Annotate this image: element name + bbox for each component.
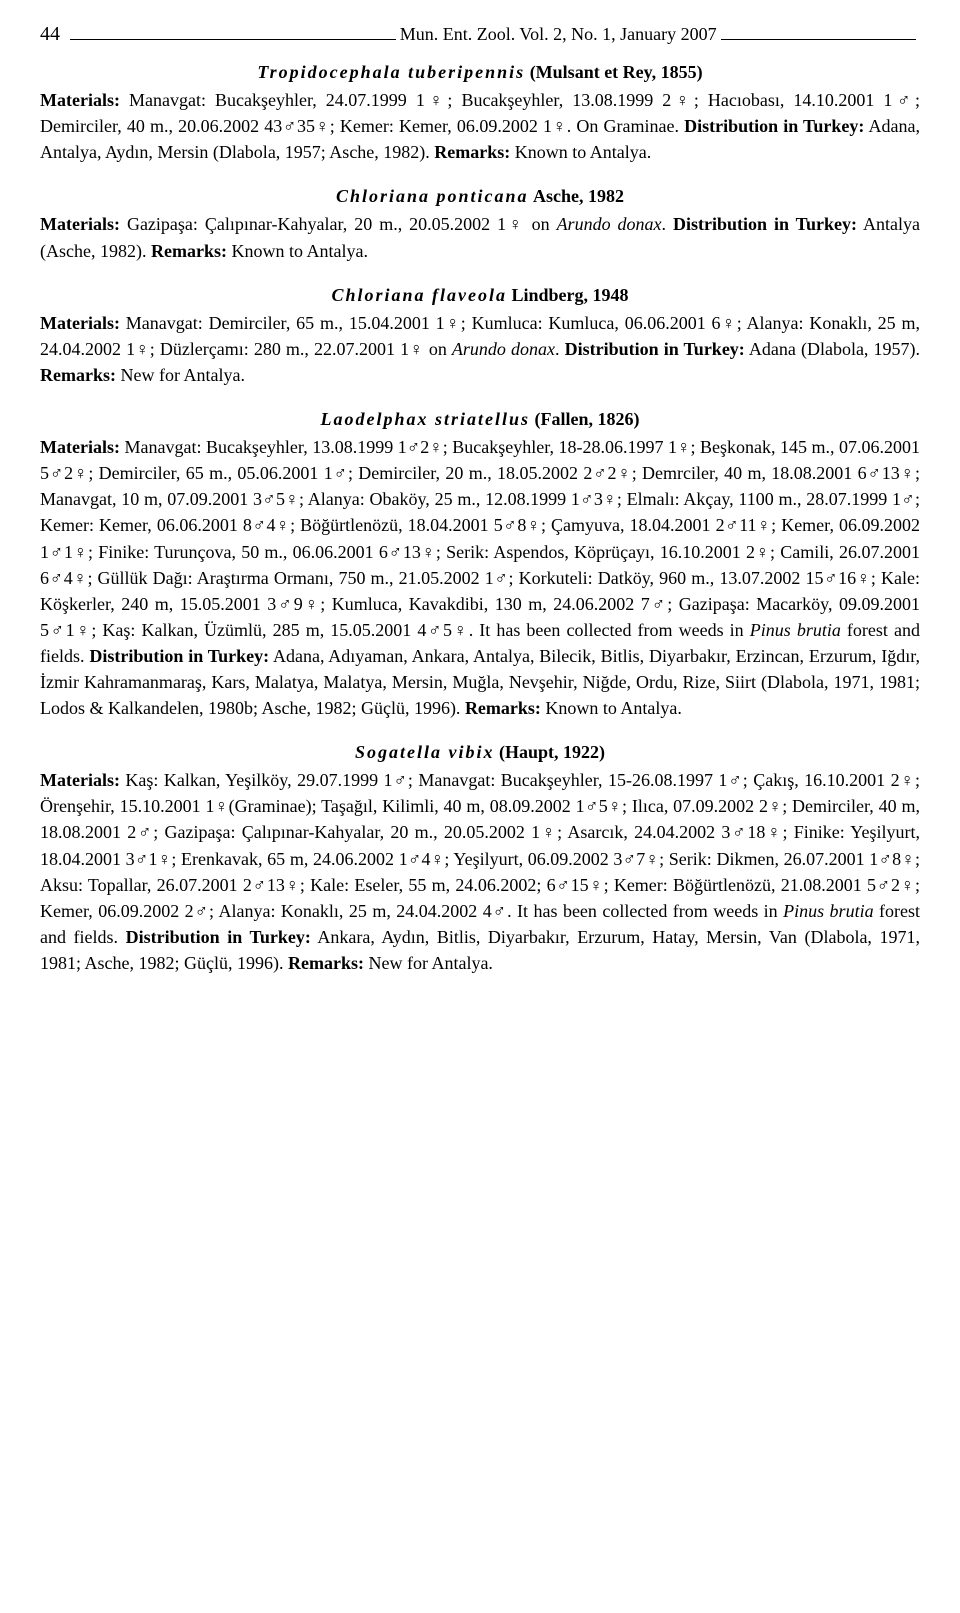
species-authority: (Mulsant et Rey, 1855): [530, 62, 703, 82]
materials-text: Kaş: Kalkan, Yeşilköy, 29.07.1999 1♂; Ma…: [40, 770, 920, 920]
species-title: Laodelphax striatellus (Fallen, 1826): [40, 406, 920, 432]
distribution-label: Distribution in Turkey:: [565, 339, 745, 359]
journal-info: Mun. Ent. Zool. Vol. 2, No. 1, January 2…: [400, 21, 717, 47]
species-body: Materials: Manavgat: Bucakşeyhler, 13.08…: [40, 434, 920, 721]
materials-label: Materials:: [40, 90, 120, 110]
species-authority: (Fallen, 1826): [535, 409, 640, 429]
remarks-label: Remarks:: [40, 365, 116, 385]
remarks-text: Known to Antalya.: [227, 241, 368, 261]
remarks-text: New for Antalya.: [116, 365, 245, 385]
species-entry: Sogatella vibix (Haupt, 1922) Materials:…: [40, 739, 920, 976]
distribution-label: Distribution in Turkey:: [126, 927, 311, 947]
species-entry: Laodelphax striatellus (Fallen, 1826) Ma…: [40, 406, 920, 721]
species-name: Chloriana flaveola: [331, 285, 507, 305]
materials-label: Materials:: [40, 214, 120, 234]
species-entry: Tropidocephala tuberipennis (Mulsant et …: [40, 59, 920, 165]
italic-term: Pinus brutia: [783, 901, 873, 921]
species-body: Materials: Kaş: Kalkan, Yeşilköy, 29.07.…: [40, 767, 920, 976]
italic-term: Pinus brutia: [750, 620, 841, 640]
page-number: 44: [40, 20, 60, 49]
species-title: Chloriana ponticana Asche, 1982: [40, 183, 920, 209]
distribution-label: Distribution in Turkey:: [684, 116, 864, 136]
remarks-text: Known to Antalya.: [510, 142, 651, 162]
species-authority: Asche, 1982: [533, 186, 624, 206]
distribution-label: Distribution in Turkey:: [673, 214, 857, 234]
page-header: 44 Mun. Ent. Zool. Vol. 2, No. 1, Januar…: [40, 20, 920, 49]
remarks-label: Remarks:: [465, 698, 541, 718]
materials-text-2: .: [662, 214, 673, 234]
species-name: Chloriana ponticana: [336, 186, 529, 206]
materials-label: Materials:: [40, 437, 120, 457]
italic-term: Arundo donax: [452, 339, 555, 359]
materials-text: Manavgat: Bucakşeyhler, 13.08.1999 1♂2♀;…: [40, 437, 920, 640]
materials-text-2: .: [555, 339, 565, 359]
remarks-label: Remarks:: [434, 142, 510, 162]
remarks-label: Remarks:: [151, 241, 227, 261]
species-authority: (Haupt, 1922): [499, 742, 605, 762]
materials-label: Materials:: [40, 313, 120, 333]
distribution-label: Distribution in Turkey:: [89, 646, 269, 666]
species-title: Sogatella vibix (Haupt, 1922): [40, 739, 920, 765]
header-rule-right: [721, 39, 916, 40]
species-name: Laodelphax striatellus: [320, 409, 530, 429]
species-body: Materials: Gazipaşa: Çalıpınar-Kahyalar,…: [40, 211, 920, 263]
remarks-label: Remarks:: [288, 953, 364, 973]
species-title: Chloriana flaveola Lindberg, 1948: [40, 282, 920, 308]
species-title: Tropidocephala tuberipennis (Mulsant et …: [40, 59, 920, 85]
species-name: Sogatella vibix: [355, 742, 495, 762]
header-rule-left: [70, 39, 396, 40]
remarks-text: Known to Antalya.: [541, 698, 682, 718]
species-body: Materials: Manavgat: Bucakşeyhler, 24.07…: [40, 87, 920, 165]
distribution-text: Adana (Dlabola, 1957).: [745, 339, 920, 359]
species-body: Materials: Manavgat: Demirciler, 65 m., …: [40, 310, 920, 388]
materials-text: Gazipaşa: Çalıpınar-Kahyalar, 20 m., 20.…: [120, 214, 557, 234]
remarks-text: New for Antalya.: [364, 953, 493, 973]
species-authority: Lindberg, 1948: [511, 285, 628, 305]
italic-term: Arundo donax: [557, 214, 662, 234]
species-entry: Chloriana ponticana Asche, 1982 Material…: [40, 183, 920, 263]
materials-label: Materials:: [40, 770, 120, 790]
species-entry: Chloriana flaveola Lindberg, 1948 Materi…: [40, 282, 920, 388]
species-name: Tropidocephala tuberipennis: [257, 62, 525, 82]
